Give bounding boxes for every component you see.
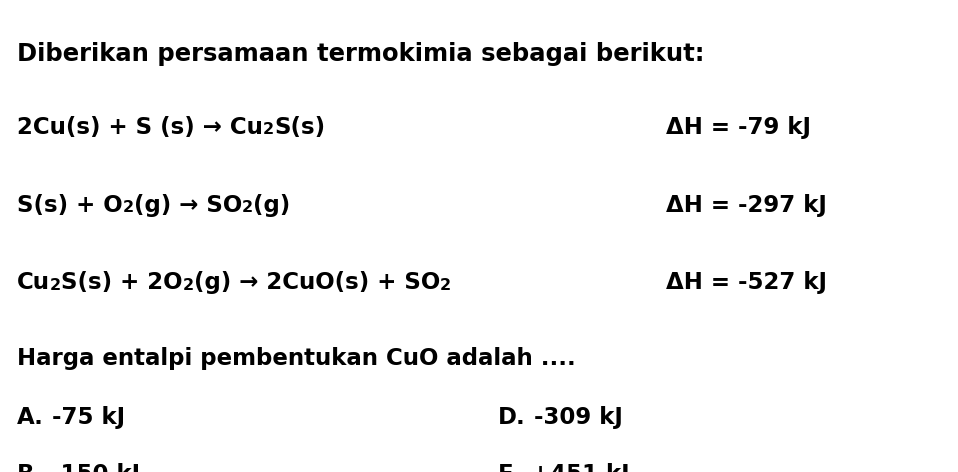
Text: Diberikan persamaan termokimia sebagai berikut:: Diberikan persamaan termokimia sebagai b… — [17, 42, 705, 67]
Text: B.: B. — [17, 463, 43, 472]
Text: -75 kJ: -75 kJ — [52, 406, 125, 429]
Text: (g): (g) — [253, 194, 290, 217]
Text: 2: 2 — [183, 278, 194, 293]
Text: D.: D. — [498, 406, 526, 429]
Text: 2: 2 — [441, 278, 451, 293]
Text: (g) → SO: (g) → SO — [134, 194, 242, 217]
Text: A.: A. — [17, 406, 44, 429]
Text: Harga entalpi pembentukan CuO adalah ....: Harga entalpi pembentukan CuO adalah ...… — [17, 347, 576, 370]
Text: ΔH = -297 kJ: ΔH = -297 kJ — [666, 194, 827, 217]
Text: 2: 2 — [263, 122, 274, 137]
Text: ΔH = -79 kJ: ΔH = -79 kJ — [666, 116, 810, 139]
Text: 2: 2 — [123, 200, 134, 215]
Text: Cu: Cu — [17, 271, 50, 295]
Text: 2Cu(s) + S (s) → Cu: 2Cu(s) + S (s) → Cu — [17, 116, 263, 139]
Text: E.: E. — [498, 463, 522, 472]
Text: (g) → 2CuO(s) + SO: (g) → 2CuO(s) + SO — [194, 271, 441, 295]
Text: S(s) + 2O: S(s) + 2O — [61, 271, 183, 295]
Text: -150 kJ: -150 kJ — [52, 463, 141, 472]
Text: +451 kJ: +451 kJ — [531, 463, 629, 472]
Text: ΔH = -527 kJ: ΔH = -527 kJ — [666, 271, 827, 295]
Text: S(s) + O: S(s) + O — [17, 194, 123, 217]
Text: S(s): S(s) — [274, 116, 326, 139]
Text: 2: 2 — [50, 278, 61, 293]
Text: -309 kJ: -309 kJ — [534, 406, 623, 429]
Text: 2: 2 — [242, 200, 253, 215]
